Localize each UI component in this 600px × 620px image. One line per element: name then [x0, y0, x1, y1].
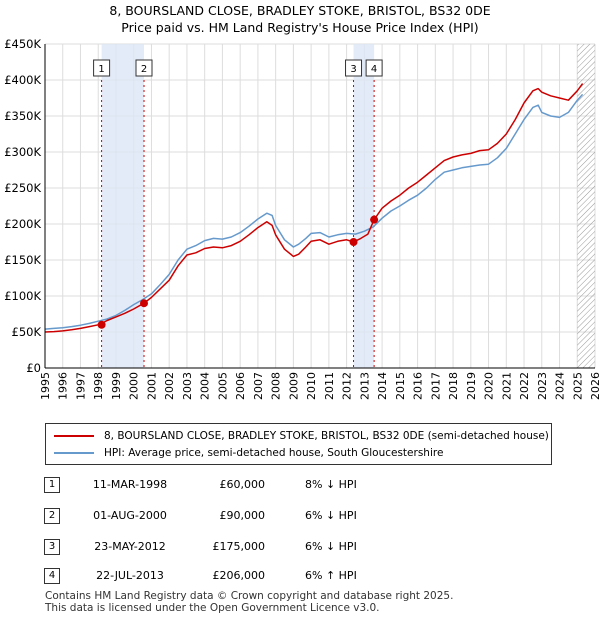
x-tick-label: 2006	[234, 372, 247, 400]
sale-price: £206,000	[212, 569, 266, 582]
legend-label-hpi: HPI: Average price, semi-detached house,…	[104, 447, 444, 459]
y-tick-label: £50K	[12, 325, 42, 339]
x-tick-label: 2012	[341, 372, 354, 400]
sale-number-badge: 1	[44, 477, 60, 493]
x-tick-label: 1996	[57, 372, 70, 400]
y-tick-label: £100K	[4, 289, 41, 303]
chart-subtitle: Price paid vs. HM Land Registry's House …	[121, 20, 479, 35]
x-tick-label: 2002	[163, 372, 176, 400]
footer-attribution: Contains HM Land Registry data © Crown c…	[45, 590, 453, 614]
sale-marker-label: 2	[141, 64, 147, 75]
property-series-line	[44, 83, 584, 333]
x-tick-label: 2013	[358, 372, 371, 400]
x-tick-label: 2010	[305, 372, 318, 400]
legend-line-property	[54, 435, 94, 437]
sale-point	[349, 238, 358, 246]
x-tick-label: 2005	[216, 372, 229, 400]
footer-licence: This data is licensed under the Open Gov…	[45, 602, 380, 614]
sale-hpi-diff: 8% ↓ HPI	[305, 478, 357, 491]
sale-number-badge: 2	[44, 508, 60, 524]
sale-price: £175,000	[212, 540, 266, 553]
hpi-series-line	[44, 93, 584, 330]
sale-marker-label: 3	[350, 64, 356, 75]
sale-marker-box	[135, 59, 153, 77]
table-row: 4 22-JUL-2013 £206,000 6% ↑ HPI	[0, 567, 600, 587]
y-tick-label: £450K	[4, 37, 41, 51]
x-tick-label: 2007	[252, 372, 265, 400]
x-tick-label: 1995	[39, 372, 52, 400]
sale-marker-box	[93, 59, 111, 77]
chart-title-address: 8, BOURSLAND CLOSE, BRADLEY STOKE, BRIST…	[109, 3, 491, 18]
y-tick-label: £400K	[4, 73, 41, 87]
x-tick-label: 2000	[128, 372, 141, 400]
x-tick-label: 2025	[571, 372, 584, 400]
sale-hpi-diff: 6% ↓ HPI	[305, 509, 357, 522]
table-row: 3 23-MAY-2012 £175,000 6% ↓ HPI	[0, 538, 600, 558]
sale-point	[370, 215, 379, 224]
y-tick-label: £150K	[4, 253, 41, 267]
sale-number-badge: 4	[44, 568, 60, 584]
sale-date: 22-JUL-2013	[96, 569, 164, 582]
x-tick-label: 2024	[554, 372, 567, 400]
x-tick-label: 2009	[287, 372, 300, 400]
price-chart: 1 2 3 4 £0 £50K £100K £150K £200K £250K £300K £350K…	[4, 37, 600, 400]
sale-marker-box	[365, 59, 383, 77]
y-tick-label: £200K	[4, 217, 41, 231]
x-tick-label: 2003	[181, 372, 194, 400]
table-row: 1 11-MAR-1998 £60,000 8% ↓ HPI	[0, 476, 600, 496]
x-tick-label: 2011	[323, 372, 336, 400]
sale-price: £90,000	[219, 509, 266, 522]
sale-marker-label: 1	[98, 64, 104, 75]
x-tick-label: 2020	[483, 372, 496, 400]
x-tick-label: 2022	[518, 372, 531, 400]
x-tick-label: 2004	[199, 372, 212, 400]
legend-item-hpi: HPI: Average price, semi-detached house,…	[54, 445, 443, 461]
x-tick-label: 2021	[500, 372, 513, 400]
x-tick-label: 1998	[92, 372, 105, 400]
sale-date: 23-MAY-2012	[94, 540, 166, 553]
legend-label-property: 8, BOURSLAND CLOSE, BRADLEY STOKE, BRIST…	[104, 430, 549, 442]
sale-point	[140, 299, 148, 308]
y-tick-label: £0	[26, 361, 41, 375]
legend-line-hpi	[54, 452, 94, 454]
y-tick-label: £300K	[4, 145, 41, 159]
forecast-hatch-area	[577, 44, 595, 368]
legend-item-property: 8, BOURSLAND CLOSE, BRADLEY STOKE, BRIST…	[54, 428, 549, 444]
sale-date: 01-AUG-2000	[93, 509, 167, 522]
sale-hpi-diff: 6% ↑ HPI	[305, 569, 357, 582]
table-row: 2 01-AUG-2000 £90,000 6% ↓ HPI	[0, 507, 600, 527]
x-tick-label: 1997	[74, 372, 87, 400]
sale-date: 11-MAR-1998	[92, 478, 168, 491]
chart-legend: 8, BOURSLAND CLOSE, BRADLEY STOKE, BRIST…	[45, 423, 552, 465]
sale-price: £60,000	[219, 478, 266, 491]
y-tick-label: £250K	[4, 181, 41, 195]
x-tick-label: 2014	[376, 372, 389, 400]
x-tick-label: 2016	[412, 372, 425, 400]
shaded-band-sales-3-4	[353, 44, 375, 368]
sale-point	[97, 320, 106, 329]
x-tick-label: 2019	[465, 372, 478, 400]
x-tick-label: 2023	[536, 372, 549, 400]
x-tick-label: 1999	[110, 372, 123, 400]
sale-number-badge: 3	[44, 539, 60, 555]
sale-marker-box	[345, 59, 363, 77]
x-tick-label: 2008	[270, 372, 283, 400]
y-tick-label: £350K	[4, 109, 41, 123]
x-tick-label: 2015	[394, 372, 407, 400]
x-tick-label: 2001	[145, 372, 158, 400]
x-tick-label: 2026	[589, 372, 600, 400]
sale-hpi-diff: 6% ↓ HPI	[305, 540, 357, 553]
x-tick-label: 2018	[447, 372, 460, 400]
sale-marker-label: 4	[371, 64, 377, 75]
footer-copyright: Contains HM Land Registry data © Crown c…	[45, 590, 454, 602]
x-tick-label: 2017	[429, 372, 442, 400]
